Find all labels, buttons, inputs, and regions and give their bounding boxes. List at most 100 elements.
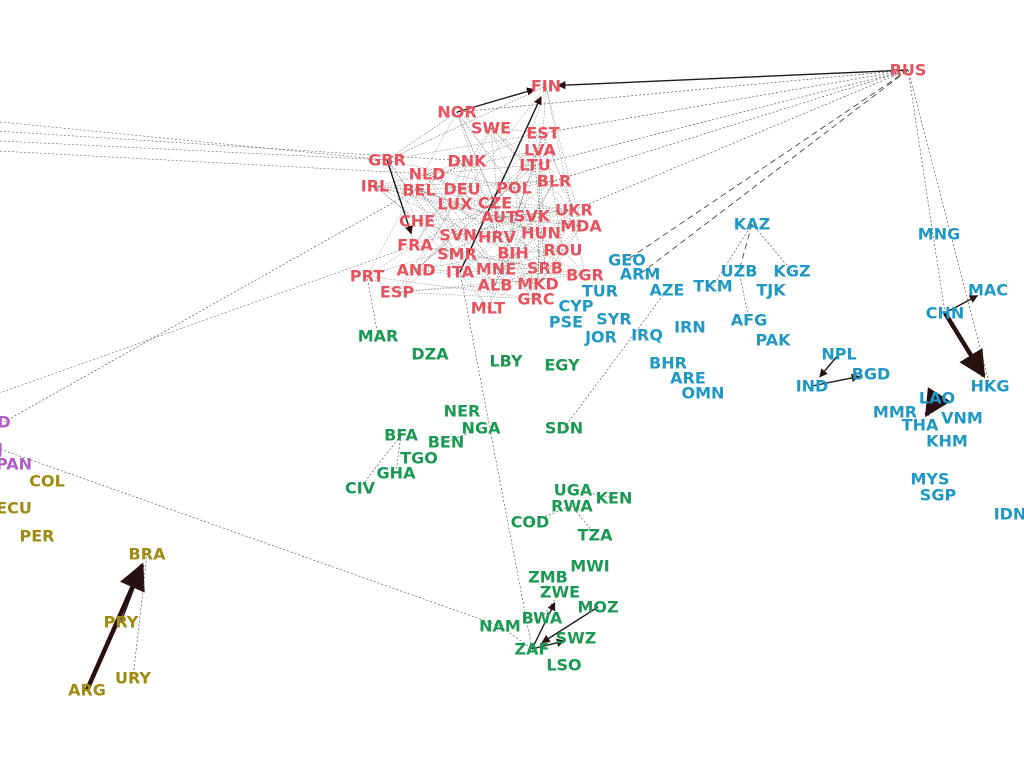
node-rwa[interactable]: RWA: [551, 497, 593, 516]
node-uzb[interactable]: UZB: [721, 262, 758, 281]
node-mar[interactable]: MAR: [358, 327, 399, 346]
node-bhr[interactable]: BHR: [649, 354, 687, 373]
node-sgp[interactable]: SGP: [920, 486, 957, 505]
node-svn[interactable]: SVN: [439, 226, 476, 245]
node-ecu[interactable]: ECU: [0, 499, 32, 518]
node-deu[interactable]: DEU: [443, 180, 480, 199]
node-fra[interactable]: FRA: [397, 236, 433, 255]
node-nld[interactable]: NLD: [409, 165, 446, 184]
node-arg[interactable]: ARG: [68, 681, 106, 700]
node-mkd[interactable]: MKD: [517, 275, 559, 294]
node-ind[interactable]: IND: [796, 377, 829, 396]
node-smr[interactable]: SMR: [437, 245, 477, 264]
node-irl[interactable]: IRL: [361, 177, 389, 196]
node-omn[interactable]: OMN: [682, 384, 725, 403]
node-che[interactable]: CHE: [399, 212, 435, 231]
node-geo[interactable]: GEO: [608, 251, 646, 270]
node-pak[interactable]: PAK: [755, 331, 791, 350]
node-mne[interactable]: MNE: [476, 260, 516, 279]
node-dza[interactable]: DZA: [411, 345, 449, 364]
node-ken[interactable]: KEN: [596, 489, 633, 508]
node-kaz[interactable]: KAZ: [734, 215, 770, 234]
node-bra[interactable]: BRA: [129, 545, 167, 564]
node-lao[interactable]: LAO: [919, 389, 955, 408]
node-zaf[interactable]: ZAF: [515, 640, 550, 659]
node-mwi[interactable]: MWI: [570, 557, 610, 576]
node-irq[interactable]: IRQ: [631, 326, 663, 345]
node-rou[interactable]: ROU: [544, 241, 583, 260]
node-bwa[interactable]: BWA: [522, 609, 563, 628]
node-fin[interactable]: FIN: [531, 77, 561, 96]
node-uga[interactable]: UGA: [554, 481, 593, 500]
node-irn[interactable]: IRN: [674, 318, 706, 337]
node-ukr[interactable]: UKR: [555, 201, 593, 220]
node-lva[interactable]: LVA: [524, 141, 556, 160]
node-mlt[interactable]: MLT: [471, 299, 505, 318]
node-per[interactable]: PER: [20, 527, 55, 546]
node-bih[interactable]: BIH: [497, 244, 529, 263]
node-swz[interactable]: SWZ: [556, 629, 597, 648]
node-nga[interactable]: NGA: [462, 419, 502, 438]
node-est[interactable]: EST: [526, 124, 559, 143]
node-pse[interactable]: PSE: [549, 313, 583, 332]
node-j[interactable]: J: [0, 440, 3, 459]
node-d[interactable]: D: [0, 413, 11, 432]
node-esp[interactable]: ESP: [380, 283, 414, 302]
node-ben[interactable]: BEN: [428, 433, 465, 452]
node-mys[interactable]: MYS: [910, 470, 949, 489]
node-egy[interactable]: EGY: [544, 356, 580, 375]
node-syr[interactable]: SYR: [596, 310, 631, 329]
node-arm[interactable]: ARM: [620, 265, 661, 284]
node-jor[interactable]: JOR: [584, 328, 617, 347]
node-bel[interactable]: BEL: [402, 181, 435, 200]
node-gbr[interactable]: GBR: [368, 151, 406, 170]
node-alb[interactable]: ALB: [478, 276, 513, 295]
node-vnm[interactable]: VNM: [941, 409, 983, 428]
node-sdn[interactable]: SDN: [545, 419, 583, 438]
node-nam[interactable]: NAM: [479, 617, 521, 636]
node-srb[interactable]: SRB: [527, 259, 563, 278]
node-dnk[interactable]: DNK: [447, 152, 487, 171]
node-mac[interactable]: MAC: [968, 281, 1008, 300]
node-pan[interactable]: PAN: [0, 455, 32, 474]
node-bfa[interactable]: BFA: [384, 426, 418, 445]
node-gha[interactable]: GHA: [377, 464, 417, 483]
node-hrv[interactable]: HRV: [478, 228, 517, 247]
node-idn[interactable]: IDN: [994, 505, 1024, 524]
node-cze[interactable]: CZE: [478, 194, 512, 213]
node-npl[interactable]: NPL: [821, 345, 856, 364]
node-ner[interactable]: NER: [444, 402, 481, 421]
node-afg[interactable]: AFG: [731, 311, 767, 330]
node-tza[interactable]: TZA: [578, 526, 614, 545]
node-tjk[interactable]: TJK: [756, 281, 786, 300]
node-bgd[interactable]: BGD: [852, 365, 891, 384]
node-swe[interactable]: SWE: [471, 119, 511, 138]
node-zmb[interactable]: ZMB: [528, 568, 568, 587]
node-lux[interactable]: LUX: [438, 195, 474, 214]
node-pol[interactable]: POL: [496, 179, 532, 198]
node-civ[interactable]: CIV: [345, 479, 376, 498]
node-svk[interactable]: SVK: [514, 207, 551, 226]
node-zwe[interactable]: ZWE: [540, 583, 580, 602]
node-are[interactable]: ARE: [670, 369, 706, 388]
node-aze[interactable]: AZE: [650, 281, 685, 300]
node-khm[interactable]: KHM: [926, 432, 968, 451]
node-mmr[interactable]: MMR: [873, 403, 917, 422]
node-tgo[interactable]: TGO: [400, 449, 438, 468]
node-pry[interactable]: PRY: [104, 613, 139, 632]
node-hun[interactable]: HUN: [521, 224, 561, 243]
node-ita[interactable]: ITA: [446, 263, 475, 282]
node-tur[interactable]: TUR: [582, 282, 618, 301]
node-kgz[interactable]: KGZ: [773, 262, 810, 281]
node-ltu[interactable]: LTU: [519, 156, 550, 175]
node-mda[interactable]: MDA: [560, 217, 602, 236]
node-col[interactable]: COL: [29, 472, 65, 491]
node-prt[interactable]: PRT: [350, 267, 384, 286]
node-lso[interactable]: LSO: [546, 656, 581, 675]
node-rus[interactable]: RUS: [890, 61, 927, 80]
node-ury[interactable]: URY: [115, 669, 151, 688]
node-bgr[interactable]: BGR: [566, 266, 604, 285]
node-lby[interactable]: LBY: [489, 352, 523, 371]
node-cod[interactable]: COD: [511, 513, 550, 532]
node-nor[interactable]: NOR: [437, 103, 476, 122]
